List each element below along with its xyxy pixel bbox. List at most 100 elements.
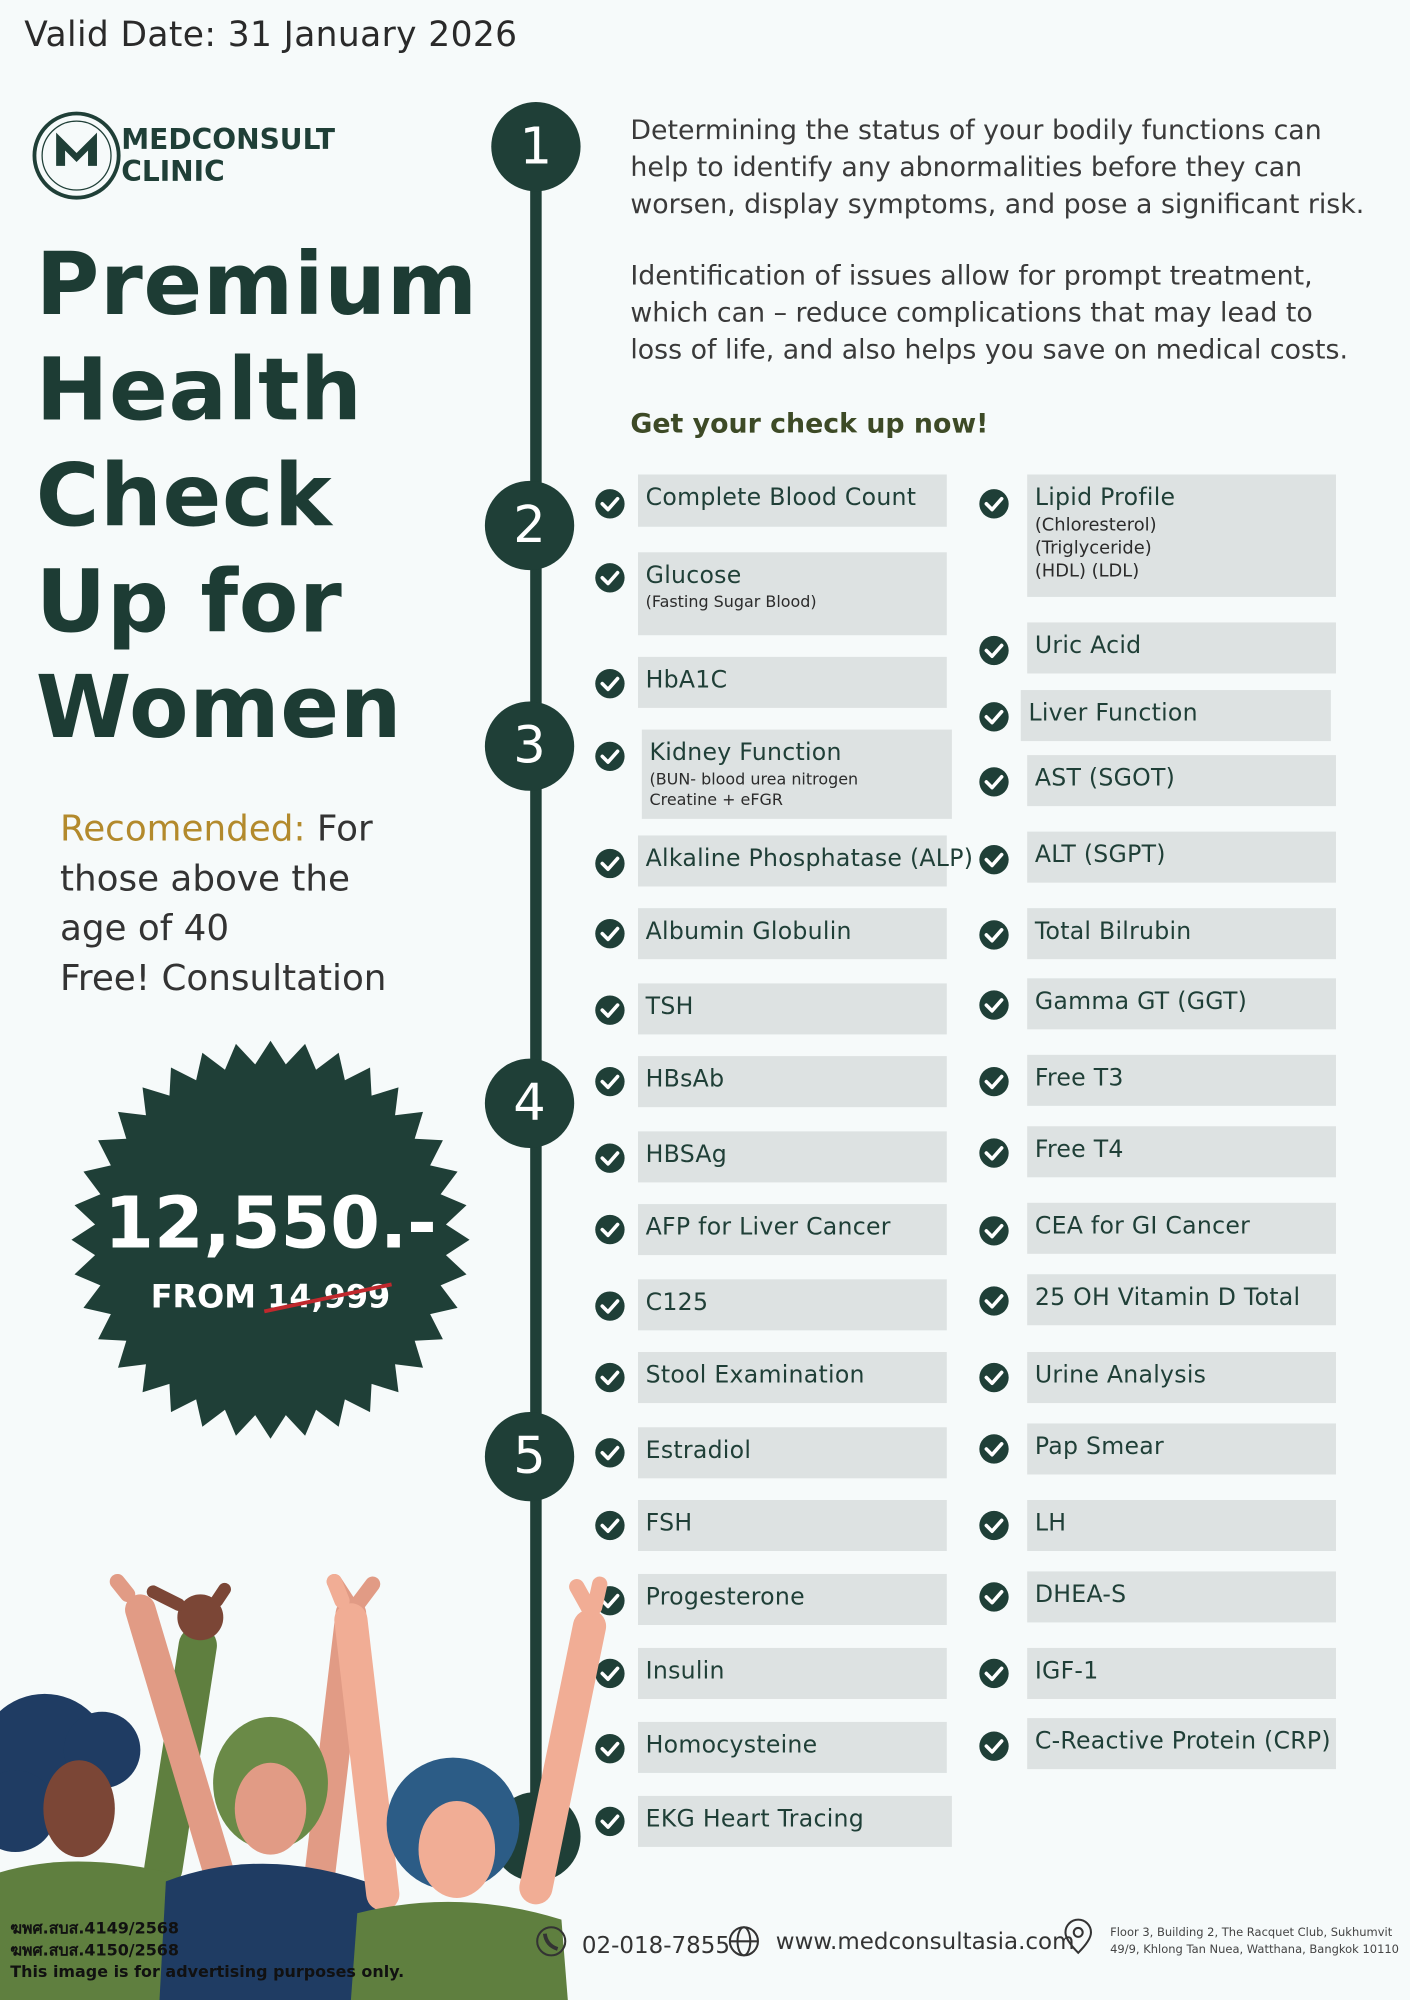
- test-item: Kidney Function (BUN- blood urea nitrogen…: [641, 729, 952, 819]
- from-label: FROM: [150, 1278, 256, 1316]
- test-name: C125: [645, 1289, 709, 1317]
- test-name: Pap Smear: [1034, 1433, 1164, 1461]
- check-icon: [979, 1731, 1009, 1761]
- license: ฆพศ.สบส.4150/2568: [10, 1940, 180, 1960]
- step-number: 1: [491, 102, 581, 192]
- logo-mark: [32, 111, 121, 200]
- check-icon: [595, 668, 625, 699]
- test-item: 25 OH Vitamin D Total: [1027, 1274, 1336, 1326]
- intro-line: Identification of issues allow for promp…: [630, 260, 1313, 291]
- test-item: Total Bilrubin: [1027, 908, 1336, 960]
- intro-line: loss of life, and also helps you save on…: [630, 334, 1349, 365]
- test-detail: (HDL) (LDL): [1034, 561, 1140, 582]
- check-icon: [595, 1066, 625, 1097]
- reco-line: those above the: [59, 857, 350, 900]
- test-name: Uric Acid: [1034, 632, 1142, 660]
- test-item: Lipid Profile (Chloresterol) (Triglyceride…: [1027, 474, 1336, 597]
- test-item: FSH: [638, 1499, 947, 1552]
- check-icon: [979, 767, 1009, 797]
- test-item: DHEA-S: [1027, 1571, 1336, 1623]
- check-icon: [595, 918, 625, 949]
- check-icon: [595, 1806, 625, 1837]
- test-detail: (Fasting Sugar Blood): [645, 591, 817, 611]
- intro-line: help to identify any abnormalities befor…: [630, 151, 1303, 183]
- check-icon: [979, 1582, 1009, 1612]
- brand-name: MEDCONSULT CLINIC: [121, 125, 335, 189]
- check-icon: [979, 1216, 1009, 1246]
- test-item: Liver Function: [1020, 690, 1331, 742]
- test-name: Free T3: [1034, 1065, 1124, 1092]
- test-detail: (Chloresterol): [1034, 515, 1157, 536]
- check-icon: [979, 1066, 1009, 1097]
- test-name: ALT (SGPT): [1034, 841, 1166, 869]
- test-name: Complete Blood Count: [645, 484, 917, 512]
- test-name: LH: [1034, 1510, 1067, 1537]
- test-name: Estradiol: [645, 1437, 752, 1465]
- title-line: Check: [35, 446, 333, 548]
- check-icon: [979, 920, 1009, 950]
- test-item: Free T4: [1027, 1126, 1336, 1178]
- call-to-action: Get your check up now!: [630, 408, 989, 439]
- check-icon: [595, 1214, 625, 1245]
- test-item: AST (SGOT): [1027, 755, 1336, 807]
- test-name: TSH: [645, 993, 694, 1021]
- check-icon: [979, 990, 1009, 1020]
- check-icon: [979, 1510, 1009, 1541]
- license: ฆพศ.สบส.4149/2568: [10, 1918, 180, 1938]
- check-icon: [595, 1734, 625, 1764]
- test-item: HBsAb: [638, 1056, 947, 1108]
- step-number: 5: [484, 1411, 575, 1502]
- test-name: Albumin Globulin: [645, 918, 852, 946]
- check-icon: [979, 1286, 1009, 1316]
- test-name: Lipid Profile: [1034, 484, 1176, 512]
- check-icon: [595, 1291, 625, 1321]
- test-name: HBsAb: [645, 1066, 725, 1094]
- test-detail: (Triglyceride): [1034, 538, 1152, 559]
- legal: ฆพศ.สบส.4149/2568 ฆพศ.สบส.4150/2568 This…: [10, 1917, 404, 1982]
- test-item: Estradiol: [638, 1427, 947, 1479]
- test-name: AFP for Liver Cancer: [645, 1214, 891, 1242]
- test-name: DHEA-S: [1034, 1581, 1127, 1609]
- phone: 02-018-7855: [581, 1932, 730, 1960]
- title-line: Women: [35, 658, 403, 759]
- title-line: Premium: [35, 234, 478, 336]
- test-name: C-Reactive Protein (CRP): [1034, 1728, 1331, 1756]
- test-name: HbA1C: [645, 667, 728, 694]
- test-detail: Creatine + eFGR: [649, 789, 783, 809]
- brand-line: MEDCONSULT: [121, 124, 336, 157]
- test-item: Stool Examination: [638, 1352, 947, 1404]
- test-name: Insulin: [645, 1658, 725, 1685]
- price: 12,550.- FROM 14,999: [79, 1180, 462, 1318]
- test-name: Alkaline Phosphatase (ALP): [645, 845, 974, 873]
- test-item: Pap Smear: [1027, 1423, 1336, 1475]
- check-icon: [595, 1438, 625, 1468]
- address-line: Floor 3, Building 2, The Racquet Club, S…: [1110, 1927, 1393, 1941]
- check-icon: [595, 489, 625, 519]
- test-item: Albumin Globulin: [638, 908, 947, 960]
- test-item: HbA1C: [638, 656, 947, 708]
- check-icon: [979, 1362, 1009, 1393]
- test-item: Homocysteine: [638, 1721, 947, 1773]
- title-line: Up for: [35, 552, 343, 654]
- test-item: AFP for Liver Cancer: [638, 1204, 947, 1256]
- intro-line: which can – reduce complications that ma…: [630, 297, 1313, 328]
- check-icon: [595, 1362, 625, 1393]
- intro-line: Determining the status of your bodily fu…: [630, 114, 1322, 146]
- test-item: Insulin: [638, 1647, 947, 1699]
- price-amount: 12,550.-: [104, 1182, 437, 1266]
- price-from: FROM 14,999: [79, 1277, 462, 1318]
- test-item: ALT (SGPT): [1027, 831, 1336, 883]
- address-line: 49/9, Khlong Tan Nuea, Watthana, Bangkok…: [1110, 1943, 1399, 1957]
- test-item: Gamma GT (GGT): [1027, 978, 1336, 1030]
- test-item: Alkaline Phosphatase (ALP): [638, 835, 974, 887]
- intro-line: worsen, display symptoms, and pose a sig…: [630, 188, 1365, 220]
- test-item: TSH: [638, 983, 947, 1035]
- test-name: Liver Function: [1028, 700, 1198, 728]
- step-number: 3: [484, 701, 575, 791]
- check-icon: [979, 635, 1009, 666]
- check-icon: [979, 1658, 1009, 1689]
- test-name: Homocysteine: [645, 1732, 818, 1759]
